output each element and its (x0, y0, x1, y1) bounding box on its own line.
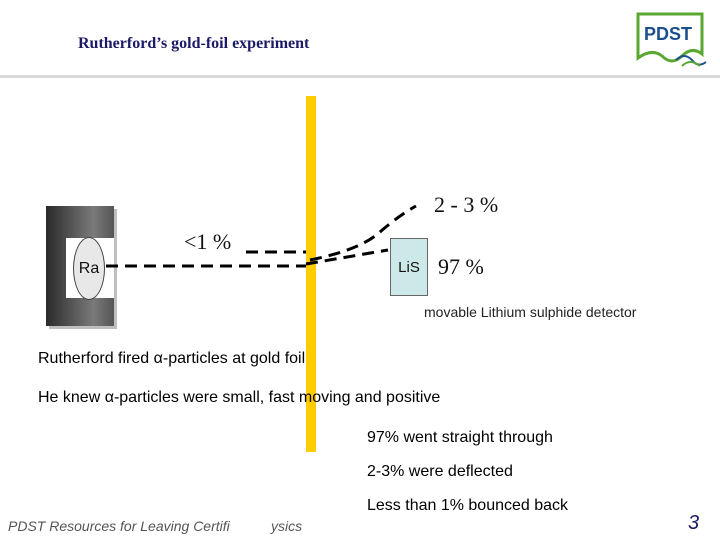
straight-through-path (305, 248, 389, 266)
statement-bounced: Less than 1% bounced back (367, 497, 569, 514)
back-scatter-percentage-label: <1 % (184, 229, 232, 254)
logo-text: PDST (644, 24, 692, 44)
statement-deflected: 2-3% were deflected (367, 463, 513, 480)
radium-source: Ra (73, 237, 105, 300)
detector-label: LiS (398, 258, 420, 276)
footer-text: PDST Resources for Leaving Certifi (8, 518, 230, 534)
footer-occlusion (230, 512, 271, 536)
gold-foil (306, 96, 316, 452)
deflected-path (309, 204, 417, 262)
page-number: 3 (688, 512, 700, 534)
lis-detector[interactable]: LiS (390, 238, 428, 296)
statement-fired: Rutherford fired α-particles at gold foi… (38, 350, 306, 367)
footer-text-tail: ysics (271, 518, 303, 534)
deflected-percentage-label: 2 - 3 % (434, 192, 499, 217)
statement-knew: He knew α-particles were small, fast mov… (38, 389, 441, 406)
detector-caption: movable Lithium sulphide detector (424, 304, 637, 320)
straight-percentage-label: 97 % (438, 254, 484, 279)
radium-label: Ra (78, 259, 100, 277)
statement-straight: 97% went straight through (367, 429, 553, 446)
header-divider (0, 75, 720, 78)
pdst-logo: PDST (636, 12, 707, 67)
page-title: Rutherford’s gold-foil experiment (78, 35, 310, 52)
